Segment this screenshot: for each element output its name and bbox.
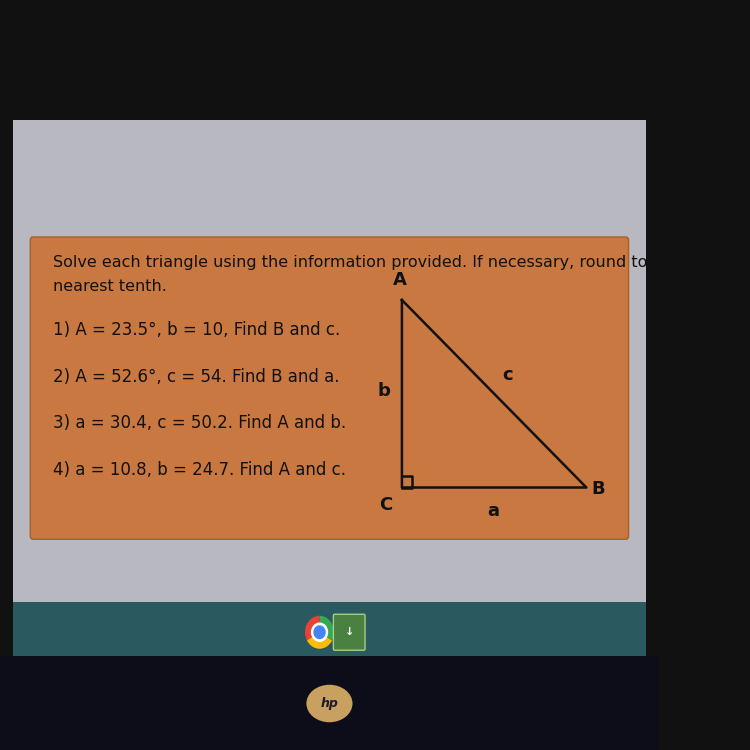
FancyBboxPatch shape [334, 614, 365, 650]
Text: A: A [393, 271, 406, 289]
Text: B: B [592, 480, 605, 498]
Text: a: a [487, 503, 499, 520]
Ellipse shape [307, 685, 352, 722]
Text: nearest tenth.: nearest tenth. [53, 279, 166, 294]
Text: Solve each triangle using the information provided. If necessary, round to the: Solve each triangle using the informatio… [53, 255, 679, 270]
Text: 1) A = 23.5°, b = 10, Find B and c.: 1) A = 23.5°, b = 10, Find B and c. [53, 321, 340, 339]
Circle shape [311, 623, 328, 641]
Text: c: c [502, 366, 513, 384]
Text: hp: hp [320, 697, 338, 710]
Wedge shape [305, 616, 320, 640]
Text: b: b [378, 382, 391, 400]
Wedge shape [307, 637, 332, 649]
Text: C: C [379, 496, 392, 514]
FancyBboxPatch shape [30, 237, 628, 539]
Circle shape [314, 626, 325, 638]
Bar [0, 656, 658, 750]
Text: 4) a = 10.8, b = 24.7. Find A and c.: 4) a = 10.8, b = 24.7. Find A and c. [53, 460, 346, 478]
Wedge shape [320, 616, 334, 640]
Text: ↓: ↓ [344, 627, 354, 638]
Text: 2) A = 52.6°, c = 54. Find B and a.: 2) A = 52.6°, c = 54. Find B and a. [53, 368, 339, 386]
Text: 3) a = 30.4, c = 50.2. Find A and b.: 3) a = 30.4, c = 50.2. Find A and b. [53, 414, 346, 432]
Bar [13, 602, 646, 656]
Bar [13, 120, 646, 660]
